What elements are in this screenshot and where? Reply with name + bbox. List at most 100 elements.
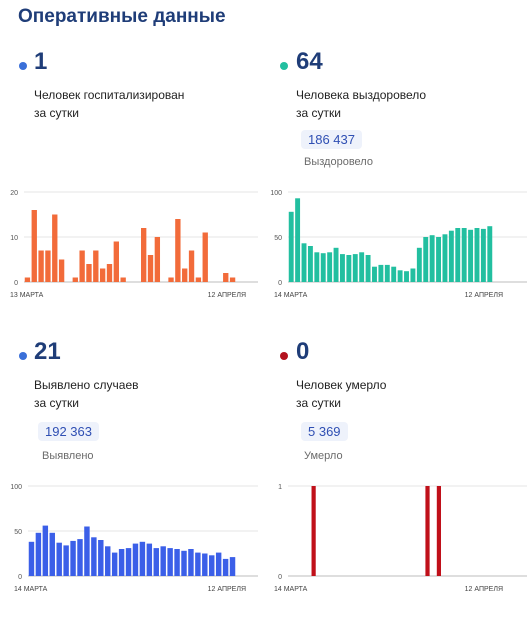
y-tick-label: 0	[14, 280, 18, 287]
chart-bar	[359, 252, 365, 282]
chart-bar	[229, 557, 236, 576]
chart-bar	[154, 237, 161, 282]
deaths-total-badge: 5 369	[301, 422, 348, 441]
chart-bar	[327, 252, 333, 282]
chart-bar	[181, 550, 187, 576]
chart-bar	[98, 540, 104, 576]
cases-chart: 100 50 0 14 МАРТА 12 АПРЕЛЯ	[10, 484, 258, 593]
chart-bar	[468, 229, 474, 282]
chart-bar	[91, 537, 97, 576]
chart-bar	[113, 241, 119, 282]
chart-bar	[195, 552, 201, 576]
chart-bar	[38, 250, 44, 282]
chart-bar	[125, 548, 132, 576]
chart-bar	[448, 230, 454, 282]
chart-bar	[147, 255, 154, 282]
recovered-total-label: Выздоровело	[304, 156, 373, 168]
hospitalized-chart: 20 10 0 13 МАРТА 12 АПРЕЛЯ	[10, 190, 258, 299]
chart-bar	[365, 255, 371, 282]
chart-bar	[288, 211, 294, 282]
chart-bar	[222, 558, 229, 576]
chart-bar	[461, 228, 467, 282]
y-tick-label: 100	[270, 190, 282, 197]
chart-bar	[42, 525, 49, 576]
deaths-description: Человек умерло за сутки	[296, 378, 387, 410]
recovered-value: 64	[296, 48, 323, 75]
chart-bar	[474, 228, 480, 282]
chart-bar	[307, 246, 313, 282]
chart-bar	[84, 526, 90, 576]
chart-bar	[429, 235, 435, 282]
cases-total-label: Выявлено	[42, 450, 94, 462]
chart-bar	[70, 540, 76, 576]
chart-bar	[442, 234, 448, 282]
chart-bar	[79, 250, 85, 282]
chart-bar	[160, 546, 166, 576]
chart-bar	[455, 228, 461, 282]
chart-bar	[202, 232, 208, 282]
chart-bar	[404, 271, 409, 282]
chart-bar	[391, 266, 397, 282]
chart-bar	[352, 254, 358, 282]
chart-bar	[425, 486, 430, 576]
recovered-total-badge: 186 437	[301, 130, 362, 149]
chart-bar	[72, 277, 78, 282]
deaths-total-label: Умерло	[304, 450, 343, 462]
page-title: Оперативные данные	[18, 6, 226, 27]
chart-bar	[153, 548, 159, 576]
chart-bar	[99, 268, 106, 282]
chart-bar	[188, 549, 194, 576]
chart-bar	[209, 555, 215, 576]
chart-bar	[49, 532, 55, 576]
chart-bar	[175, 219, 181, 282]
chart-bar	[333, 247, 339, 282]
chart-bar	[86, 264, 92, 282]
chart-bar	[63, 545, 69, 576]
hospitalized-value: 1	[34, 48, 48, 75]
deaths-chart: 1 0 14 МАРТА 12 АПРЕЛЯ	[274, 484, 527, 593]
chart-bar	[188, 250, 195, 282]
y-tick-label: 0	[278, 574, 282, 581]
x-axis-start-label: 14 МАРТА	[14, 586, 48, 593]
y-tick-label: 1	[278, 484, 282, 491]
chart-bar	[182, 268, 188, 282]
chart-bar	[168, 277, 174, 282]
chart-bar	[384, 264, 390, 282]
cases-total-badge: 192 363	[38, 422, 99, 441]
chart-bar	[416, 247, 422, 282]
x-axis-end-label: 12 АПРЕЛЯ	[208, 586, 246, 593]
y-tick-label: 50	[14, 529, 22, 536]
chart-bar	[487, 226, 493, 282]
chart-bar	[378, 264, 384, 282]
chart-bar	[167, 548, 173, 576]
chart-bar	[320, 253, 326, 282]
bullet-dot-icon	[19, 352, 27, 360]
deaths-value: 0	[296, 338, 310, 365]
chart-bar	[229, 277, 236, 282]
x-axis-end-label: 12 АПРЕЛЯ	[208, 292, 246, 299]
chart-bar	[410, 268, 416, 282]
x-axis-start-label: 14 МАРТА	[274, 586, 308, 593]
y-tick-label: 10	[10, 235, 18, 242]
chart-bar	[223, 273, 229, 282]
cases-description: Выявлено случаев за сутки	[34, 378, 139, 410]
chart-bar	[480, 228, 486, 282]
chart-bar	[24, 277, 31, 282]
bullet-dot-icon	[280, 352, 288, 360]
chart-bar	[215, 552, 222, 576]
bullet-dot-icon	[280, 62, 288, 70]
chart-bar	[132, 543, 139, 576]
chart-bar	[139, 541, 146, 576]
cases-value: 21	[34, 338, 61, 365]
y-tick-label: 0	[278, 280, 282, 287]
chart-bar	[141, 228, 147, 282]
y-tick-label: 20	[10, 190, 18, 197]
chart-bar	[111, 552, 118, 576]
y-tick-label: 0	[18, 574, 22, 581]
chart-bar	[106, 264, 113, 282]
chart-bar	[77, 539, 83, 576]
chart-bar	[118, 549, 125, 576]
hospitalized-description: Человек госпитализирован за сутки	[34, 88, 185, 120]
chart-bar	[28, 541, 35, 576]
chart-bar	[340, 254, 345, 282]
